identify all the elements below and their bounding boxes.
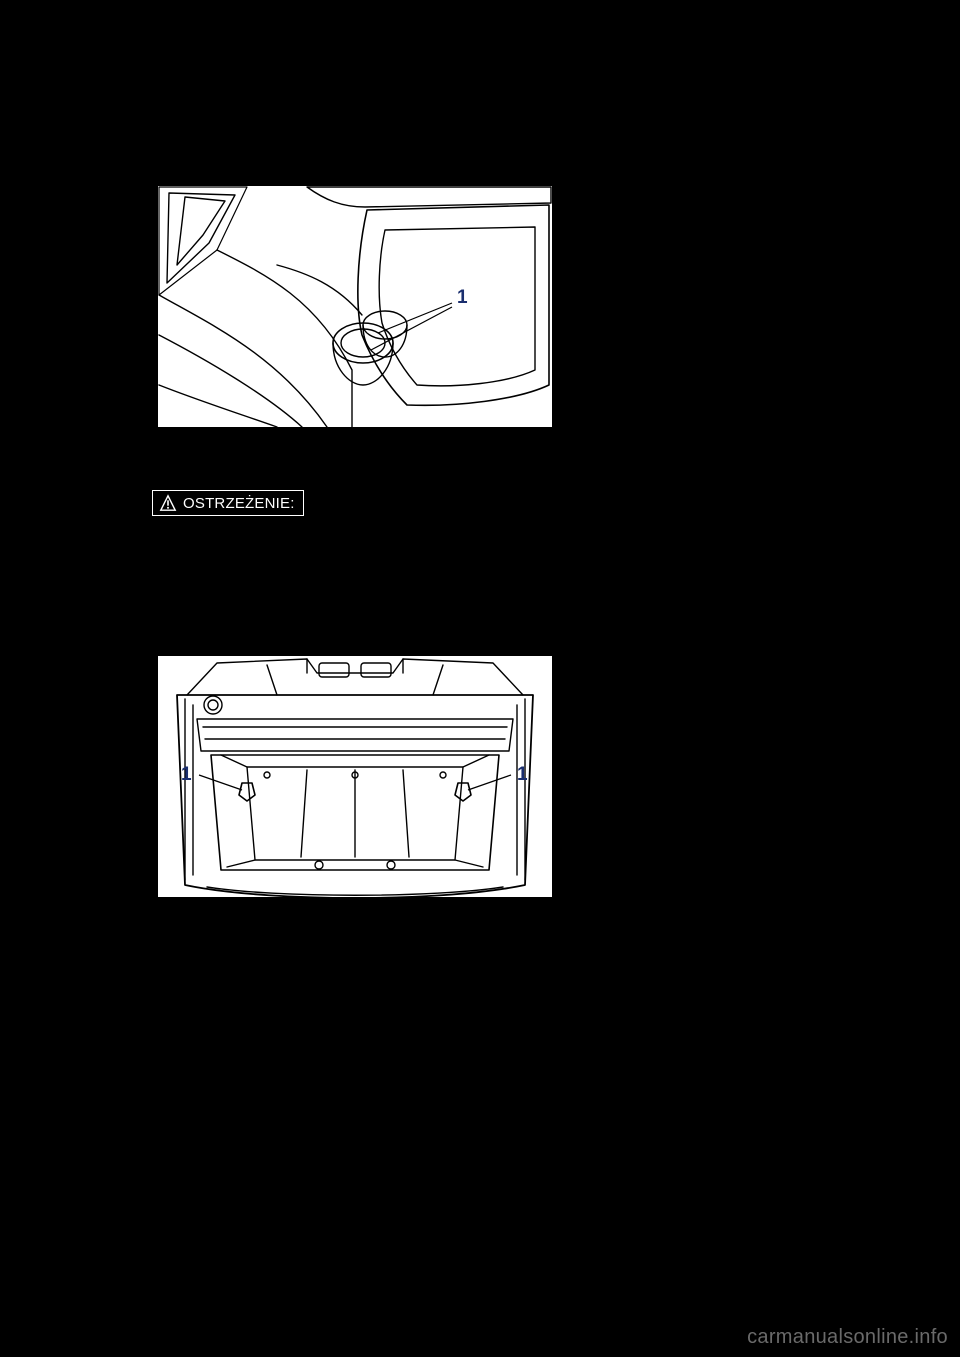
warning-icon (159, 494, 177, 512)
watermark: carmanualsonline.info (747, 1326, 948, 1349)
figure-2: 1 1 (157, 655, 553, 898)
figure-2-callout-left: 1 (181, 764, 192, 785)
figure-1: 1 (157, 185, 553, 428)
figure-1-callout-1: 1 (457, 287, 468, 308)
manual-page: 1 OSTRZEŻENIE: (0, 0, 960, 1357)
figure-1-svg: 1 (157, 185, 553, 428)
warning-box: OSTRZEŻENIE: (152, 490, 304, 516)
figure-2-svg: 1 1 (157, 655, 553, 898)
figure-2-callout-right: 1 (517, 764, 528, 785)
warning-label: OSTRZEŻENIE: (183, 495, 295, 512)
